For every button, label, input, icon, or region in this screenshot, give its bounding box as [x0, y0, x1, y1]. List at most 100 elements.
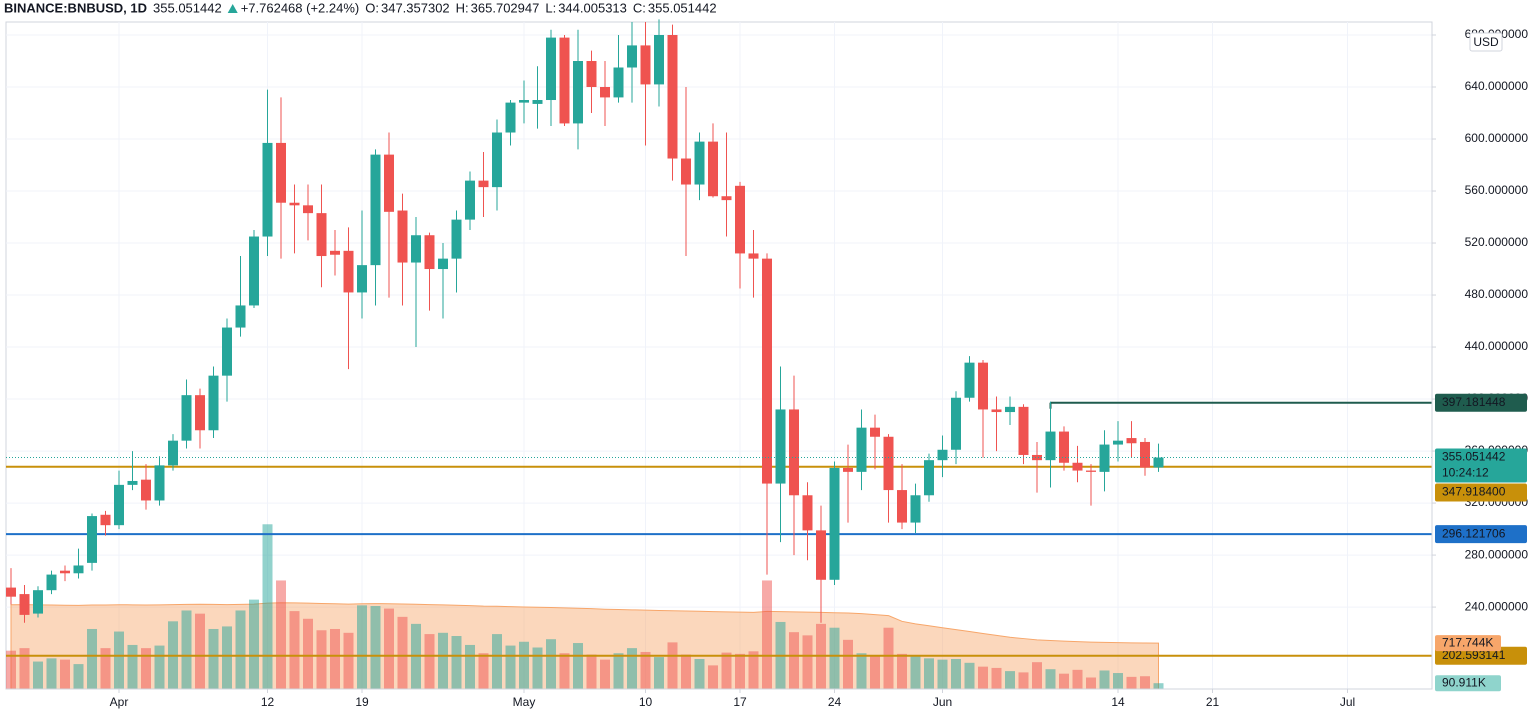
- volume-bar: [1099, 670, 1110, 689]
- volume-bar: [640, 651, 651, 689]
- header-text: 355.051442: [648, 0, 717, 15]
- volume-bar: [46, 658, 57, 689]
- y-tick-label: 240.000000: [1465, 599, 1529, 613]
- y-tick-label: 280.000000: [1465, 547, 1529, 561]
- volume-bar: [843, 639, 853, 689]
- volume-bar: [235, 610, 246, 689]
- x-tick-label: 10: [639, 695, 653, 709]
- candle-body: [559, 37, 570, 124]
- volume-bar: [195, 613, 205, 689]
- volume-bar: [1086, 677, 1096, 689]
- candle-body: [249, 236, 259, 306]
- volume-bar: [478, 653, 489, 689]
- candle-body: [289, 202, 300, 206]
- volume-bar: [114, 631, 124, 689]
- candle-body: [654, 35, 664, 85]
- candle-body: [276, 142, 286, 203]
- candle-body: [708, 141, 718, 197]
- candle-body: [694, 141, 705, 185]
- candle-body: [424, 235, 435, 270]
- candle-body: [1045, 431, 1056, 461]
- level-label-bg: [1435, 646, 1527, 665]
- level-label-bg: [1435, 525, 1527, 544]
- y-tick-label: 560.000000: [1465, 183, 1529, 197]
- candle-body: [721, 196, 732, 201]
- candle-body: [546, 37, 556, 101]
- candle-body: [681, 158, 691, 185]
- volume-bar: [897, 653, 907, 689]
- volume-bar: [127, 644, 138, 689]
- candle-body: [222, 327, 232, 376]
- candle-body: [208, 375, 219, 431]
- volume-bar: [1032, 662, 1042, 689]
- volume-label: 90.911K: [1442, 675, 1486, 689]
- volume-bar: [87, 628, 97, 689]
- volume-bar: [249, 599, 259, 689]
- y-tick-label: 480.000000: [1465, 287, 1529, 301]
- volume-bar: [573, 643, 583, 689]
- candle-body: [1140, 441, 1150, 468]
- candle-body: [141, 479, 151, 501]
- change-arrow: [227, 4, 238, 13]
- level-label: 347.918400: [1442, 485, 1506, 499]
- candle-body: [154, 465, 165, 501]
- candle-body: [586, 61, 597, 88]
- candle-body: [775, 409, 786, 484]
- candle-body: [316, 213, 327, 257]
- candle-body: [573, 61, 583, 124]
- volume-bar: [424, 634, 435, 689]
- candle-body: [235, 305, 246, 328]
- candle-body: [127, 480, 138, 485]
- level-label: 296.121706: [1442, 526, 1506, 540]
- candle-body: [195, 395, 205, 431]
- volume-bar: [303, 618, 313, 689]
- candle-body: [411, 235, 421, 263]
- candle-body: [478, 180, 489, 188]
- candle-body: [1153, 457, 1164, 468]
- candle-body: [46, 574, 57, 591]
- volume-bar: [154, 645, 165, 689]
- volume-bar: [19, 648, 30, 689]
- volume-bar: [519, 641, 529, 689]
- volume-bar: [465, 644, 475, 689]
- candle-body: [937, 449, 948, 461]
- level-label-bg: [1435, 483, 1527, 502]
- volume-bar: [694, 658, 705, 689]
- y-tick-label: 640.000000: [1465, 79, 1529, 93]
- volume-bar: [505, 645, 516, 689]
- candle-body: [1032, 454, 1042, 461]
- volume-bar: [829, 627, 840, 689]
- volume-bar: [370, 606, 381, 689]
- header-text: H:: [456, 0, 469, 15]
- x-tick-label: Apr: [110, 695, 129, 709]
- volume-bar: [1153, 683, 1164, 689]
- candle-body: [384, 154, 394, 212]
- candle-body: [519, 100, 529, 103]
- candle-body: [789, 409, 799, 496]
- volume-bar: [978, 666, 988, 689]
- candle-body: [1005, 406, 1015, 413]
- candle-body: [181, 395, 192, 441]
- candle-body: [168, 440, 178, 466]
- candle-body: [1086, 470, 1096, 472]
- volume-bar: [627, 648, 637, 689]
- candle-body: [1059, 431, 1069, 463]
- candle-body: [60, 570, 70, 574]
- candle-body: [6, 587, 16, 597]
- volume-bar: [937, 659, 948, 689]
- level-label: 202.593141: [1442, 648, 1506, 662]
- candle-body: [505, 102, 516, 133]
- volume-bar: [1045, 669, 1056, 689]
- volume-bar: [654, 657, 664, 689]
- volume-bar: [1059, 673, 1069, 689]
- candle-body: [762, 258, 772, 484]
- candle-body: [748, 253, 759, 259]
- y-tick-label: 600.000000: [1465, 131, 1529, 145]
- volume-bar: [1126, 676, 1137, 689]
- candle-body: [73, 565, 84, 574]
- volume-bar: [262, 524, 273, 689]
- x-tick-label: 24: [828, 695, 842, 709]
- candle-body: [303, 205, 313, 214]
- volume-bar: [1113, 673, 1123, 689]
